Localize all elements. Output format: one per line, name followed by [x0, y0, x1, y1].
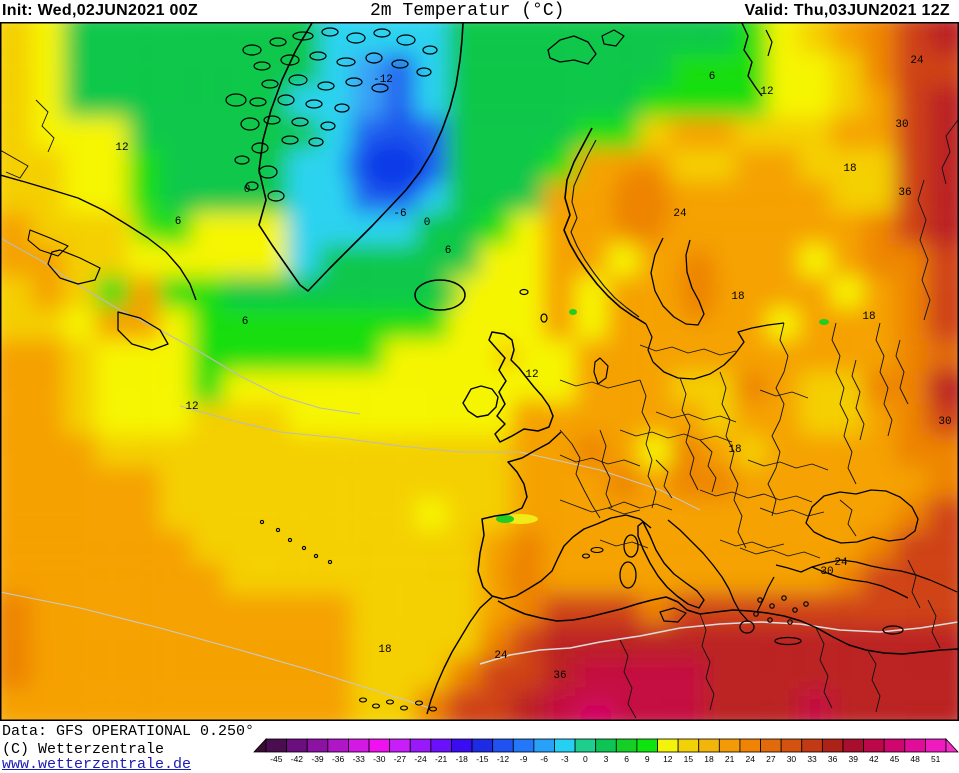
svg-text:24: 24: [910, 55, 924, 67]
svg-text:24: 24: [746, 754, 756, 764]
svg-text:9: 9: [645, 754, 650, 764]
svg-text:39: 39: [849, 754, 859, 764]
svg-text:18: 18: [704, 754, 714, 764]
svg-text:21: 21: [725, 754, 735, 764]
svg-text:24: 24: [834, 557, 848, 569]
svg-text:3: 3: [604, 754, 609, 764]
svg-text:12: 12: [663, 754, 673, 764]
svg-text:-3: -3: [561, 754, 569, 764]
svg-text:0: 0: [583, 754, 588, 764]
svg-text:15: 15: [684, 754, 694, 764]
svg-text:-6: -6: [393, 208, 406, 220]
svg-text:-33: -33: [353, 754, 366, 764]
svg-text:30: 30: [938, 416, 951, 428]
svg-text:-15: -15: [476, 754, 489, 764]
svg-text:30: 30: [820, 566, 833, 578]
svg-text:24: 24: [673, 208, 687, 220]
svg-text:-12: -12: [497, 754, 510, 764]
svg-text:48: 48: [910, 754, 920, 764]
svg-text:-6: -6: [540, 754, 548, 764]
svg-text:6: 6: [175, 216, 182, 228]
svg-text:-9: -9: [520, 754, 528, 764]
svg-text:42: 42: [869, 754, 879, 764]
svg-text:-30: -30: [373, 754, 386, 764]
svg-text:27: 27: [766, 754, 776, 764]
svg-text:30: 30: [787, 754, 797, 764]
svg-text:-12: -12: [373, 74, 393, 86]
svg-text:12: 12: [760, 86, 773, 98]
svg-text:51: 51: [931, 754, 941, 764]
svg-text:18: 18: [378, 644, 391, 656]
svg-text:6: 6: [624, 754, 629, 764]
svg-text:-39: -39: [311, 754, 324, 764]
svg-text:18: 18: [862, 311, 875, 323]
svg-text:-45: -45: [270, 754, 283, 764]
svg-text:36: 36: [553, 670, 566, 682]
svg-text:0: 0: [424, 217, 431, 229]
svg-text:24: 24: [494, 650, 508, 662]
svg-text:-18: -18: [456, 754, 469, 764]
svg-text:36: 36: [828, 754, 838, 764]
svg-text:-36: -36: [332, 754, 345, 764]
svg-text:18: 18: [843, 163, 856, 175]
svg-text:12: 12: [185, 401, 198, 413]
svg-text:12: 12: [115, 142, 128, 154]
svg-text:-27: -27: [394, 754, 407, 764]
svg-text:-24: -24: [414, 754, 427, 764]
svg-text:18: 18: [728, 444, 741, 456]
svg-text:6: 6: [445, 245, 452, 257]
svg-text:6: 6: [242, 316, 249, 328]
svg-text:45: 45: [890, 754, 900, 764]
svg-text:-21: -21: [435, 754, 448, 764]
svg-text:0: 0: [244, 184, 251, 196]
svg-text:30: 30: [895, 119, 908, 131]
svg-text:12: 12: [525, 369, 538, 381]
svg-text:18: 18: [731, 291, 744, 303]
svg-text:36: 36: [898, 187, 911, 199]
svg-text:33: 33: [807, 754, 817, 764]
svg-text:-42: -42: [291, 754, 304, 764]
svg-text:6: 6: [709, 71, 716, 83]
